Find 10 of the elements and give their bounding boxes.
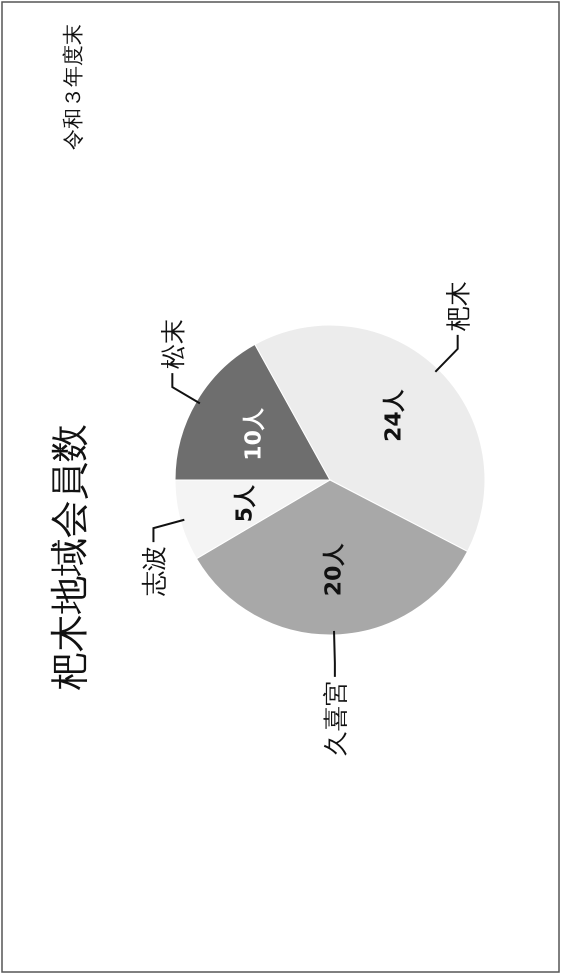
data-label: 5人	[232, 484, 258, 522]
slice-label: 久喜宮	[320, 680, 350, 756]
data-label: 24人	[382, 388, 407, 442]
slice-label: 松末	[158, 319, 188, 370]
text: 杷木地域会員数	[47, 424, 91, 691]
chart-subtitle: 令和３年度末	[61, 24, 85, 150]
slice-label: 志波	[139, 546, 168, 596]
slice-label: 杷木	[444, 280, 473, 332]
data-label: 20人	[321, 542, 346, 596]
data-label: 10人	[242, 407, 267, 461]
